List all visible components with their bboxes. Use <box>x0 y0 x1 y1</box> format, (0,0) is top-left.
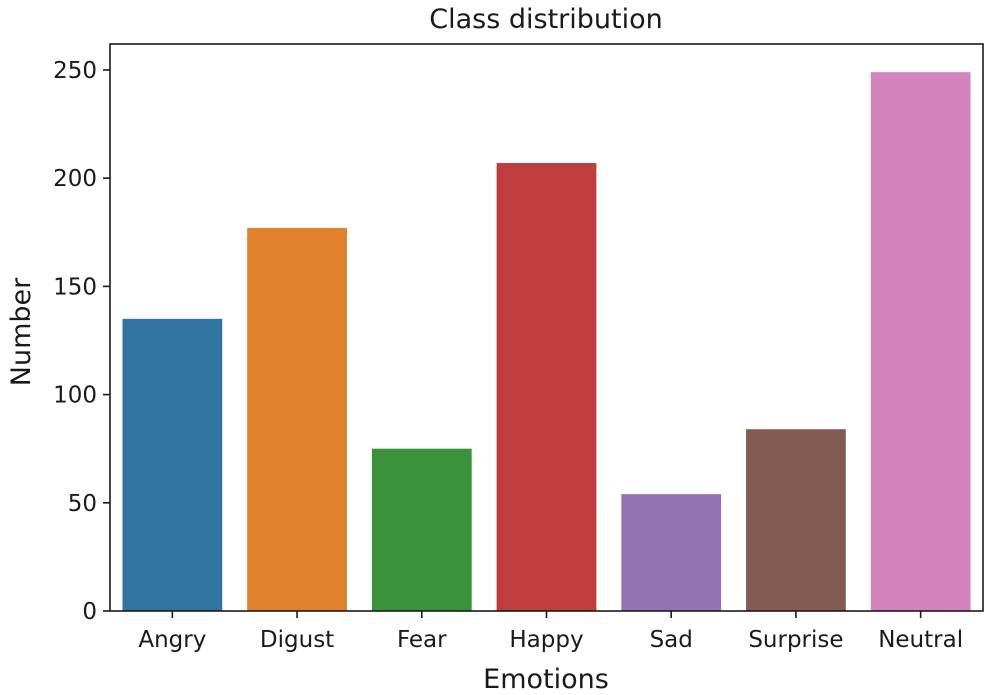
bar-surprise <box>746 429 846 611</box>
bar-sad <box>621 494 722 611</box>
x-axis-ticks: Angry Digust Fear Happy Sad Surprise Neutral <box>138 611 963 653</box>
y-tick-label: 150 <box>53 274 97 300</box>
x-axis-title: Emotions <box>483 664 609 695</box>
y-tick-label: 50 <box>68 491 97 517</box>
x-tick-label: Surprise <box>748 627 843 653</box>
bars-layer <box>122 72 971 611</box>
y-tick-label: 200 <box>53 166 97 192</box>
y-axis-title: Number <box>6 277 37 386</box>
bar-angry <box>122 318 223 611</box>
y-axis-ticks: 0 50 100 150 200 250 <box>53 58 110 625</box>
plot-frame <box>109 43 984 612</box>
x-tick-label: Sad <box>650 627 693 653</box>
y-tick-label: 0 <box>82 599 97 625</box>
x-tick-label: Neutral <box>878 627 963 653</box>
x-tick-label: Fear <box>397 627 447 653</box>
y-tick-label: 100 <box>53 383 97 409</box>
bar-digust <box>247 227 347 611</box>
bar-fear <box>371 448 472 611</box>
bar-happy <box>496 163 597 611</box>
x-tick-label: Happy <box>509 627 583 653</box>
x-tick-label: Angry <box>138 627 206 653</box>
bar-neutral <box>870 72 971 611</box>
y-tick-label: 250 <box>53 58 97 84</box>
chart-title: Class distribution <box>429 4 662 35</box>
x-tick-label: Digust <box>260 627 334 653</box>
